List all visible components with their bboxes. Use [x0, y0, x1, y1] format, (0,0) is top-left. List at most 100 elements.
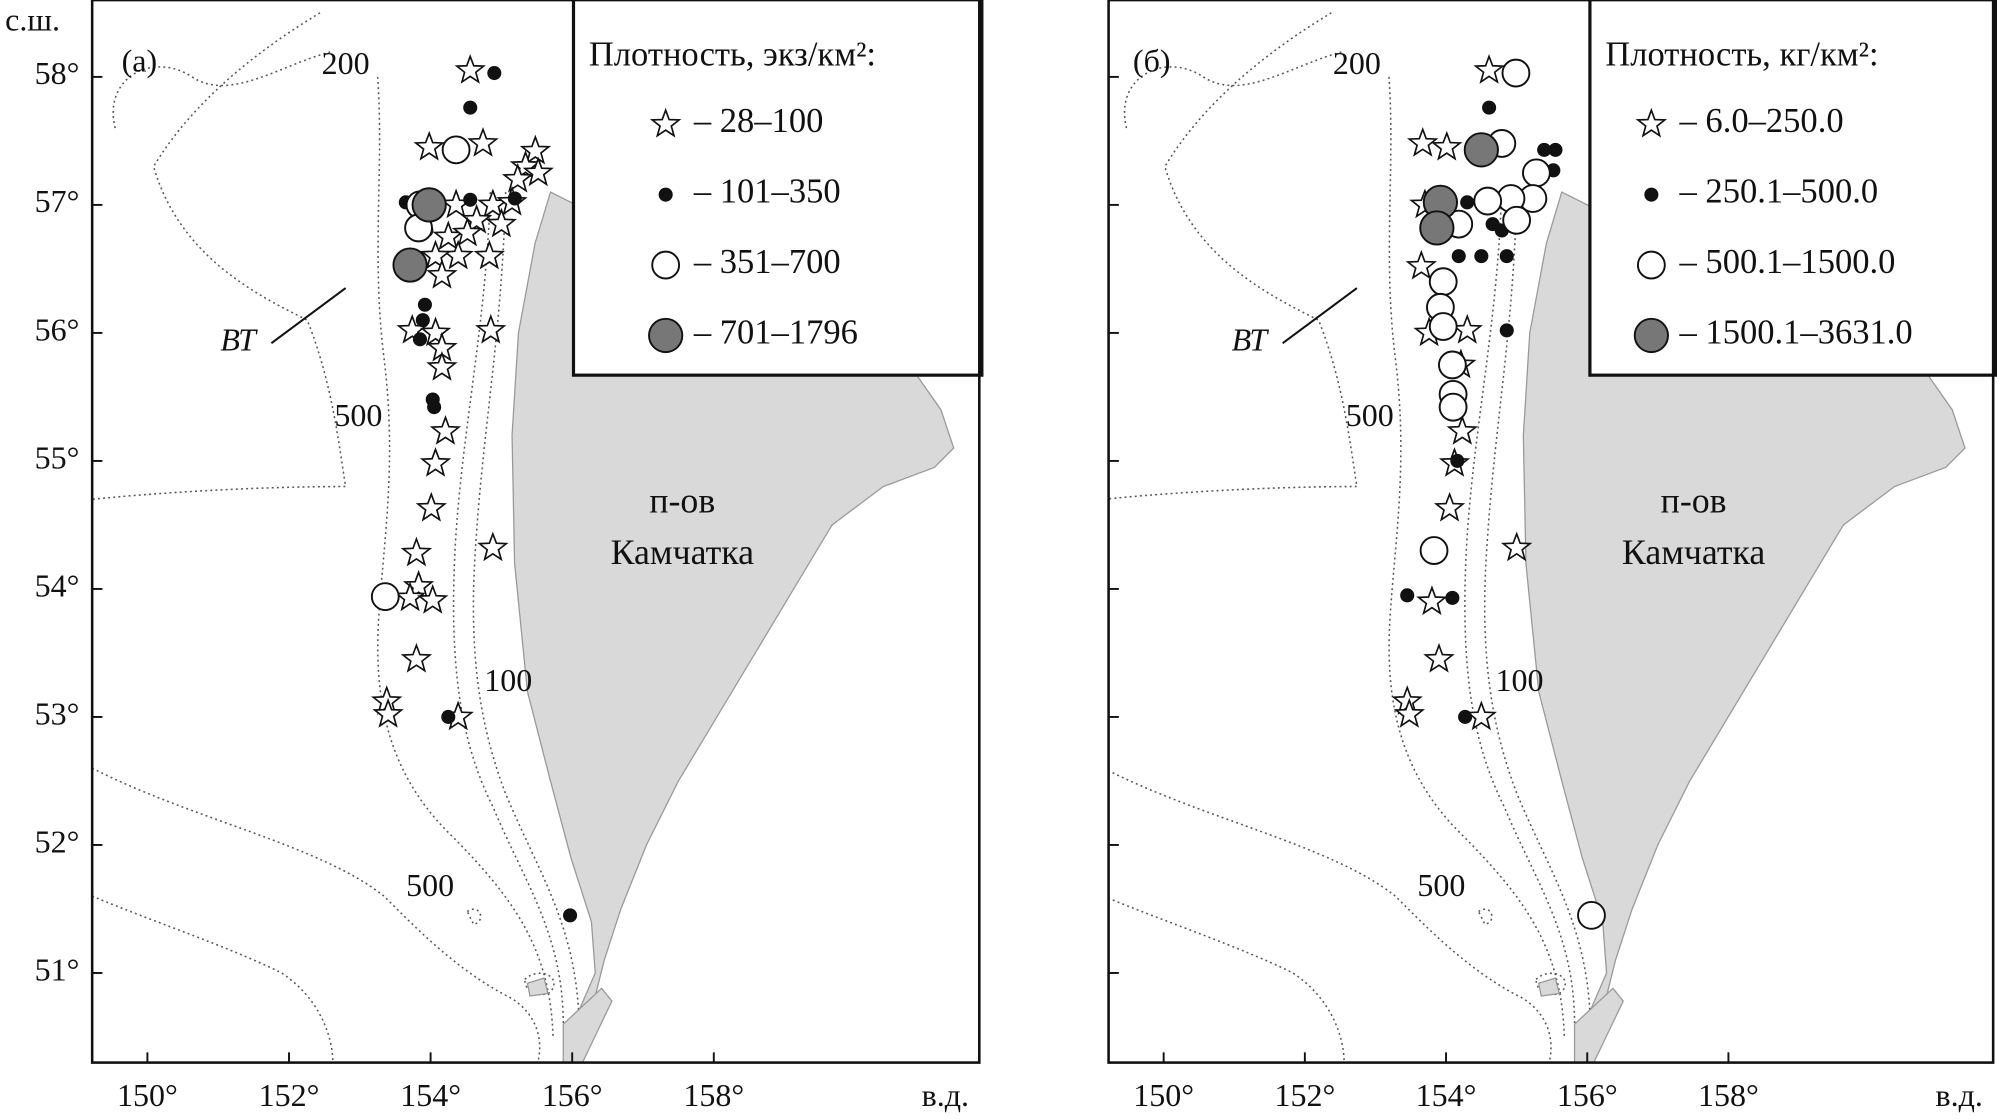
y-tick-label: 52°	[35, 823, 80, 859]
star-marker	[501, 162, 534, 193]
star-marker	[1451, 313, 1483, 344]
dot-marker	[1445, 590, 1460, 605]
x-tick-label: 152°	[1274, 1077, 1335, 1113]
star-marker	[419, 239, 452, 270]
star-marker	[485, 207, 518, 238]
legend-label: – 351–700	[693, 243, 841, 281]
legend-symbol	[651, 250, 681, 280]
legend-label: – 28–100	[693, 102, 824, 140]
isobath-label: 500	[1346, 397, 1394, 433]
legend-label: – 500.1–1500.0	[1679, 243, 1896, 281]
land-label: п-ов	[649, 481, 715, 521]
legend-symbol	[1633, 317, 1669, 354]
star-marker	[1465, 700, 1497, 731]
legend-symbol	[1644, 187, 1659, 202]
open-marker	[1502, 205, 1532, 235]
y-tick-label: 53°	[35, 695, 80, 731]
dot-marker	[463, 192, 478, 207]
star-marker	[519, 134, 552, 165]
star-marker	[477, 531, 509, 562]
dot-marker	[1499, 323, 1514, 338]
open-marker	[1428, 267, 1458, 297]
open-marker	[1438, 392, 1468, 422]
legend-symbol	[1636, 250, 1666, 280]
star-marker	[426, 258, 458, 289]
x-tick-label: 158°	[1698, 1077, 1759, 1113]
star-marker	[522, 156, 554, 187]
star-marker	[473, 239, 505, 270]
dot-marker	[1400, 588, 1415, 603]
dot-marker	[412, 332, 428, 347]
open-marker	[1577, 900, 1606, 930]
legend-box	[571, 0, 984, 377]
dot-marker	[563, 908, 578, 923]
gray-marker	[392, 247, 428, 283]
dot-marker	[507, 191, 522, 206]
legend-box	[1588, 0, 1997, 377]
legend-label: – 250.1–500.0	[1679, 173, 1879, 211]
panel-label: (а)	[122, 42, 158, 78]
x-tick-label: 152°	[259, 1077, 320, 1113]
open-marker	[1501, 58, 1531, 88]
legend-label: – 701–1796	[693, 313, 858, 351]
star-marker	[1407, 126, 1439, 157]
open-marker	[1473, 186, 1503, 216]
star-marker	[442, 239, 474, 270]
trench-label: ВТ	[1232, 322, 1270, 358]
dot-marker	[463, 100, 478, 115]
star-marker	[454, 54, 486, 84]
dot-marker	[487, 66, 502, 81]
gray-marker	[1419, 210, 1455, 246]
y-tick-label: 57°	[35, 183, 80, 219]
legend-label: – 6.0–250.0	[1679, 102, 1844, 140]
star-marker	[372, 697, 404, 728]
star-marker	[426, 351, 458, 381]
x-tick-label: 154°	[1416, 1077, 1477, 1113]
map-frame	[1107, 0, 1995, 1064]
y-tick-label: 55°	[35, 439, 80, 475]
legend-label: – 101–350	[693, 173, 841, 211]
y-axis-label: с.ш.	[5, 1, 60, 37]
x-tick-label: 154°	[400, 1077, 461, 1113]
dot-marker	[1450, 453, 1465, 468]
star-marker	[394, 581, 426, 612]
dot-marker	[1474, 249, 1489, 264]
gray-marker	[411, 187, 447, 223]
panel: (б) 200 500 500 100 ВТ п-ов Камчатка 150° 152° 154…	[1107, 0, 1997, 1113]
gray-marker	[1463, 132, 1499, 168]
panel-label: (б)	[1133, 42, 1171, 78]
dot-marker	[1451, 249, 1466, 264]
star-marker	[461, 203, 493, 234]
dot-marker	[1458, 709, 1473, 724]
star-marker	[413, 130, 445, 161]
star-marker	[1473, 54, 1505, 84]
land-label: Камчатка	[611, 532, 755, 572]
y-tick-label: 58°	[35, 55, 80, 91]
star-marker	[451, 216, 484, 247]
legend-symbol	[648, 317, 684, 354]
star-marker	[419, 316, 452, 347]
x-axis-label: в.д.	[1936, 1077, 1983, 1113]
star-marker	[509, 150, 542, 180]
map-frame	[90, 0, 981, 1064]
legend-symbol	[649, 107, 682, 138]
star-marker	[1416, 585, 1448, 616]
dot-marker	[1548, 142, 1563, 157]
star-marker	[415, 491, 448, 522]
open-marker	[1419, 536, 1449, 565]
star-marker	[402, 569, 435, 600]
star-marker	[429, 415, 462, 445]
isobath-label: 100	[484, 662, 532, 698]
legend-label: – 1500.1–3631.0	[1679, 313, 1913, 351]
star-marker	[419, 447, 452, 477]
star-marker	[467, 126, 499, 157]
open-marker	[370, 582, 400, 612]
y-tick-label: 56°	[35, 311, 80, 347]
star-marker	[1423, 642, 1455, 673]
dot-marker	[415, 313, 430, 328]
y-tick-label: 54°	[35, 567, 80, 603]
panel: (а) 200 500 500 100 ВТ п-ов Камчатка 150° 152° 154…	[5, 0, 984, 1113]
open-marker	[1437, 350, 1467, 380]
